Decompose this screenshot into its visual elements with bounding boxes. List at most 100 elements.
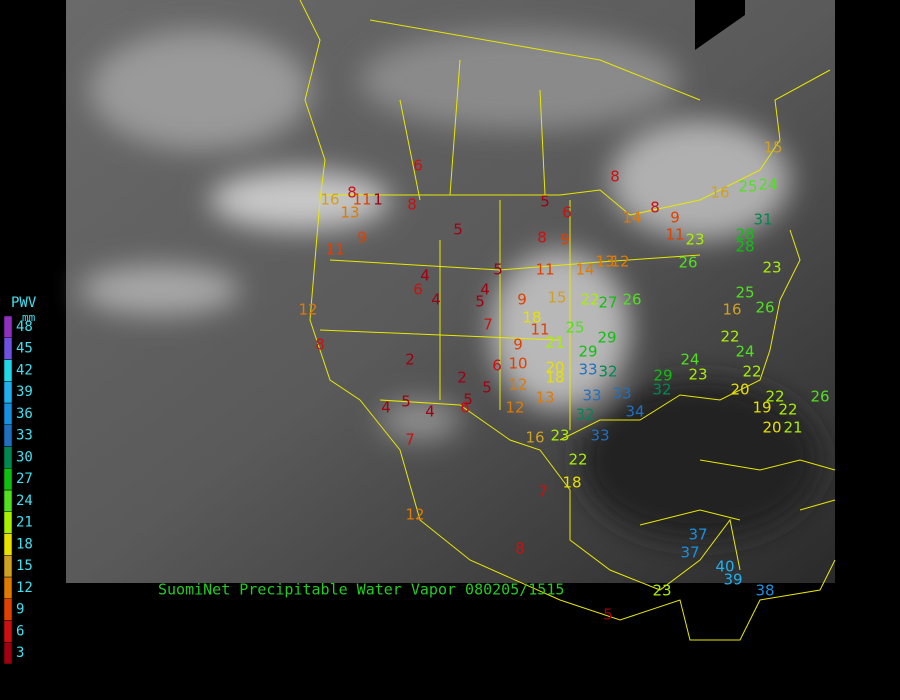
- station-value: 4: [431, 291, 441, 309]
- legend-label: 42: [16, 362, 33, 378]
- station-value: 19: [752, 399, 771, 417]
- station-value: 33: [612, 385, 631, 403]
- borders: [299, 0, 836, 641]
- station-value: 34: [625, 403, 644, 421]
- station-value: 14: [622, 209, 641, 227]
- legend-label: 33: [16, 428, 33, 444]
- legend-label: 39: [16, 384, 33, 400]
- station-value: 1: [373, 191, 383, 209]
- station-value: 13: [340, 204, 359, 222]
- station-value: 18: [545, 369, 564, 387]
- legend-swatch: [3, 315, 13, 338]
- station-value: 9: [560, 231, 570, 249]
- station-value: 12: [405, 506, 424, 524]
- station-value: 31: [753, 211, 772, 229]
- station-value: 29: [653, 367, 672, 385]
- legend-swatch: [3, 381, 13, 404]
- station-value: 21: [783, 419, 802, 437]
- station-value: 7: [483, 316, 493, 334]
- station-value: 4: [425, 403, 435, 421]
- station-value: 12: [508, 376, 527, 394]
- station-value: 8: [537, 229, 547, 247]
- station-value: 8: [315, 336, 325, 354]
- legend-label: 9: [16, 602, 24, 618]
- station-value: 4: [420, 267, 430, 285]
- legend-swatch: [3, 468, 13, 491]
- station-value: 25: [735, 284, 754, 302]
- station-value: 21: [545, 334, 564, 352]
- station-value: 13: [535, 389, 554, 407]
- station-value: 26: [755, 299, 774, 317]
- station-value: 5: [401, 393, 411, 411]
- station-value: 5: [475, 293, 485, 311]
- station-value: 4: [381, 399, 391, 417]
- legend-title: PWV: [11, 295, 37, 311]
- station-value: 16: [710, 184, 729, 202]
- station-value: 8: [515, 540, 525, 558]
- legend-label: 15: [16, 558, 33, 574]
- legend-label: 18: [16, 536, 33, 552]
- legend-swatch: [3, 576, 13, 599]
- station-value: 6: [562, 204, 572, 222]
- station-value: 37: [688, 526, 707, 544]
- legend-swatch: [3, 337, 13, 360]
- station-value: 18: [522, 309, 541, 327]
- legend-label: 3: [16, 645, 24, 661]
- station-value: 7: [538, 483, 548, 501]
- station-value: 23: [550, 427, 569, 445]
- legend-label: 6: [16, 623, 24, 639]
- station-value: 13: [595, 253, 614, 271]
- legend-swatch: [3, 446, 13, 469]
- station-value: 11: [535, 261, 554, 279]
- station-value: 8: [407, 196, 417, 214]
- legend-label: 45: [16, 341, 33, 357]
- legend-label: 24: [16, 493, 33, 509]
- station-value: 14: [575, 261, 594, 279]
- legend-label: 12: [16, 580, 33, 596]
- station-value: 12: [610, 253, 629, 271]
- station-value: 9: [517, 291, 527, 309]
- station-value: 2: [405, 351, 415, 369]
- station-value: 32: [598, 363, 617, 381]
- station-value: 38: [755, 582, 774, 600]
- station-value: 5: [603, 606, 613, 624]
- station-value: 6: [413, 157, 423, 175]
- legend-label: 21: [16, 515, 33, 531]
- station-value: 29: [578, 343, 597, 361]
- station-value: 8: [650, 199, 660, 217]
- legend-label: 30: [16, 449, 33, 465]
- station-value: 23: [685, 231, 704, 249]
- legend-swatch: [3, 424, 13, 447]
- legend-swatch: [3, 533, 13, 556]
- station-value: 2: [457, 369, 467, 387]
- station-value: 22: [568, 451, 587, 469]
- station-value: 29: [597, 329, 616, 347]
- station-value: 33: [590, 427, 609, 445]
- station-value: 6: [413, 281, 423, 299]
- station-value: 16: [722, 301, 741, 319]
- station-value: 26: [678, 254, 697, 272]
- station-value: 33: [582, 387, 601, 405]
- station-value: 23: [762, 259, 781, 277]
- station-value: 6: [460, 399, 470, 417]
- station-value: 12: [505, 399, 524, 417]
- station-value: 9: [670, 209, 680, 227]
- station-value: 22: [720, 328, 739, 346]
- station-value: 5: [453, 221, 463, 239]
- station-value: 32: [652, 381, 671, 399]
- station-value: 24: [735, 343, 754, 361]
- station-value: 24: [758, 176, 777, 194]
- station-value: 11: [325, 241, 344, 259]
- station-value: 25: [565, 319, 584, 337]
- station-value: 26: [810, 388, 829, 406]
- legend-label: 48: [16, 319, 33, 335]
- station-value: 40: [715, 558, 734, 576]
- station-value: 8: [347, 184, 357, 202]
- station-value: 9: [357, 229, 367, 247]
- legend-swatch: [3, 555, 13, 578]
- station-value: 9: [513, 336, 523, 354]
- station-value: 15: [547, 289, 566, 307]
- no-data: [695, 0, 745, 50]
- station-value: 28: [735, 226, 754, 244]
